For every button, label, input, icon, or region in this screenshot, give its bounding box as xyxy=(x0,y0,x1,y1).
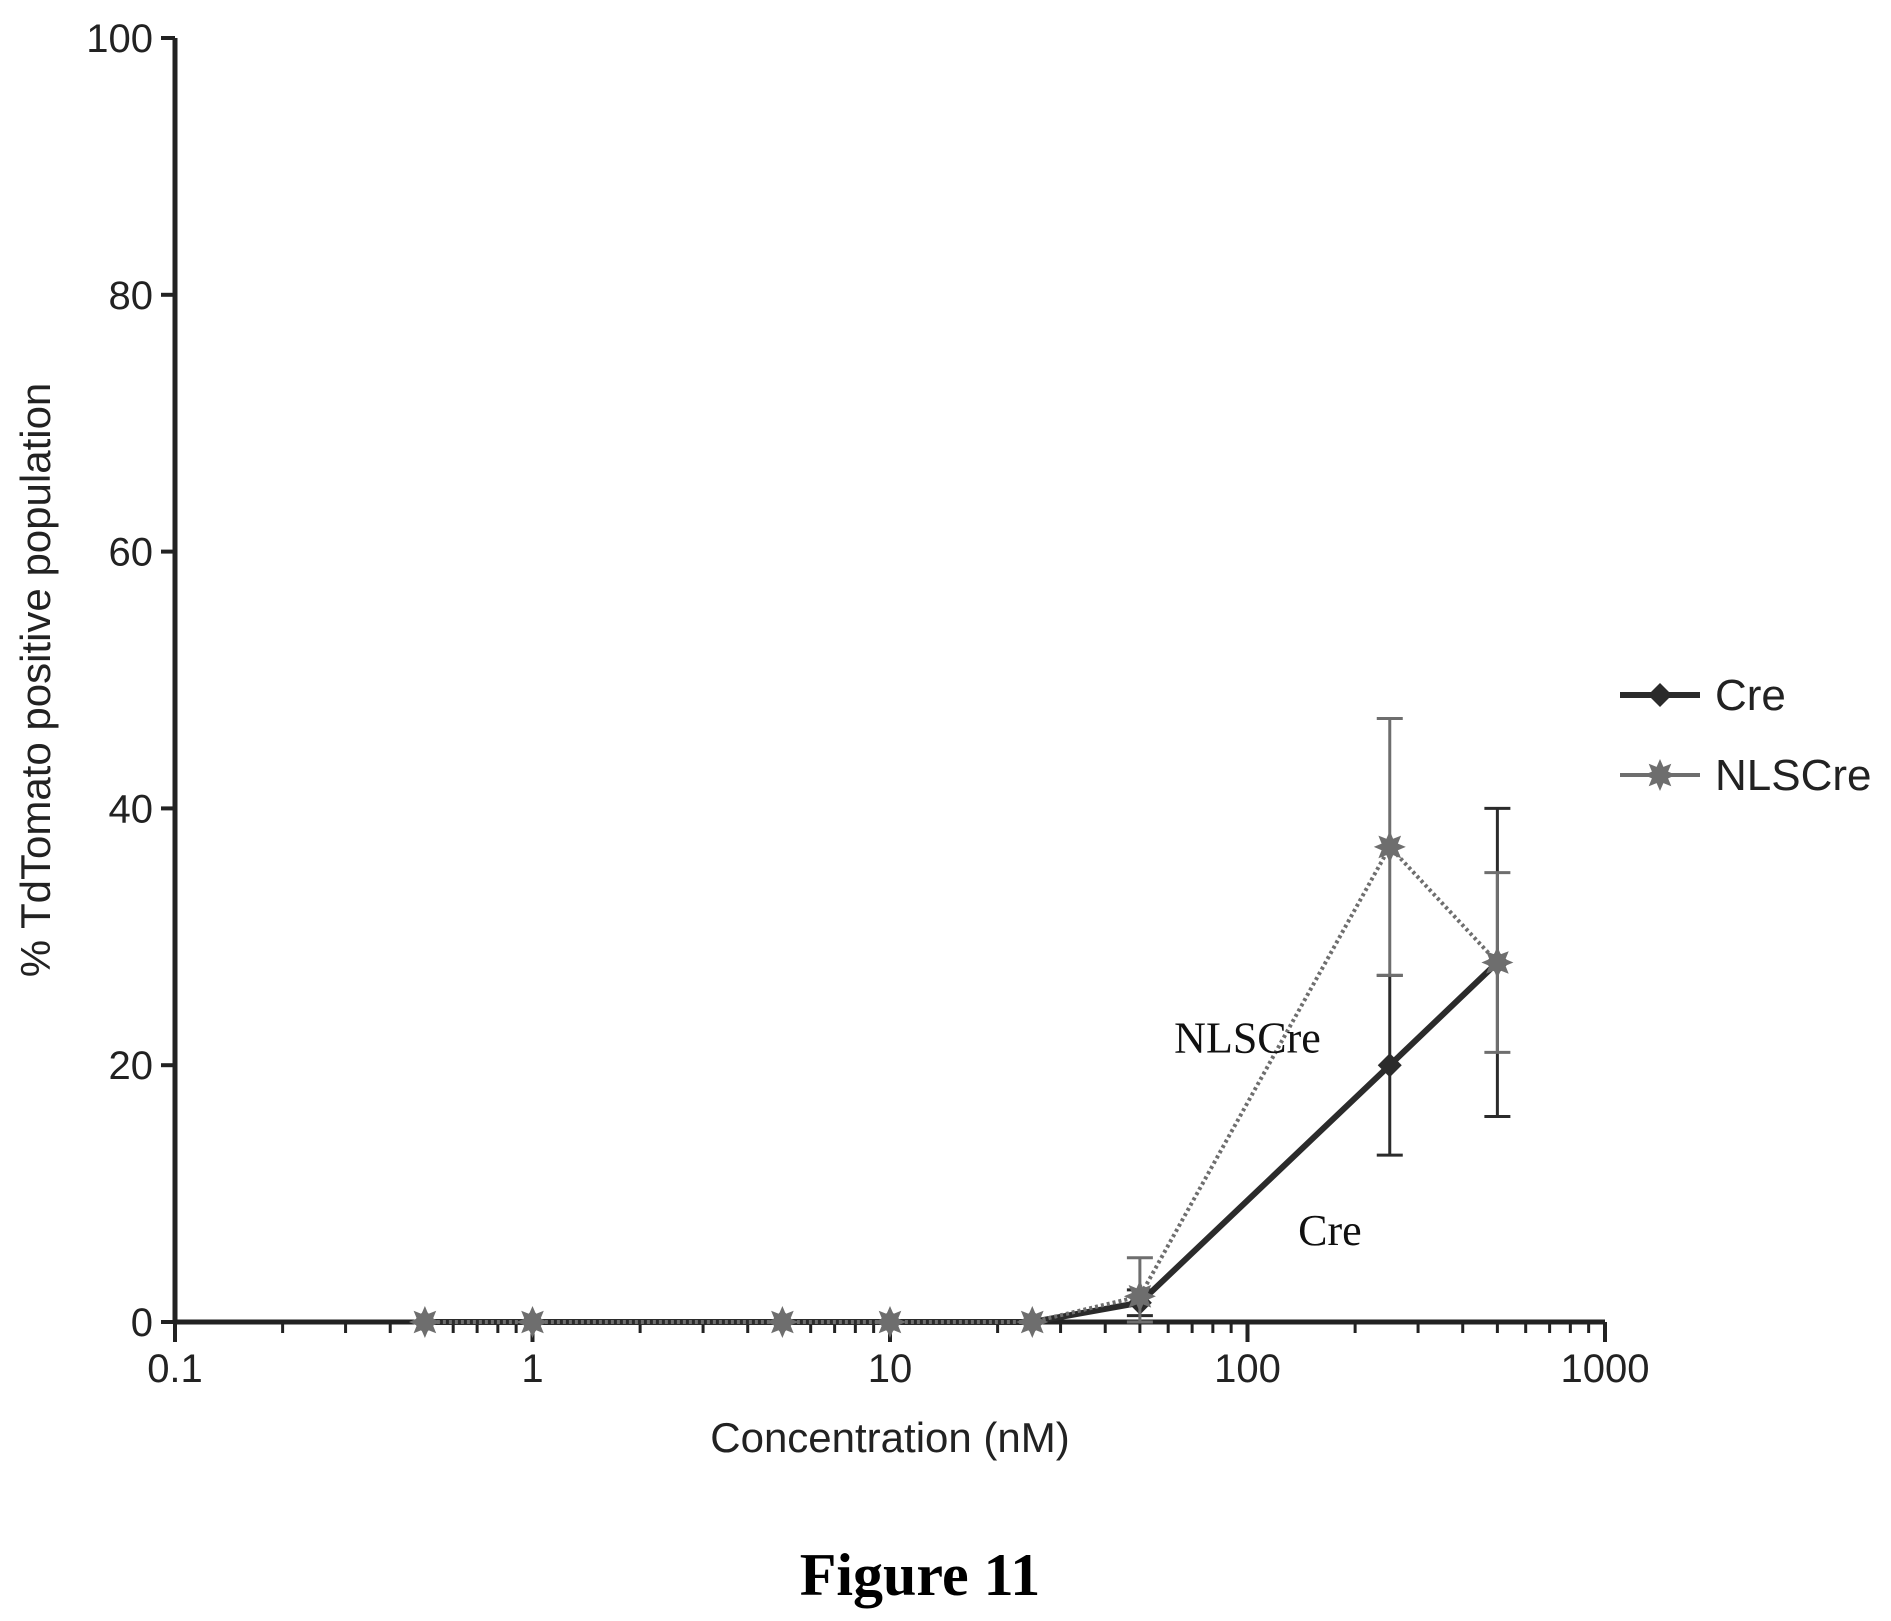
figure-caption: Figure 11 xyxy=(800,1542,1041,1608)
x-tick-label: 0.1 xyxy=(147,1347,203,1391)
x-tick-label: 100 xyxy=(1214,1347,1281,1391)
y-tick-label: 100 xyxy=(86,17,153,61)
series-layer xyxy=(408,717,1514,1338)
legend: Cre NLSCre xyxy=(1620,671,1872,800)
legend-label: Cre xyxy=(1715,671,1786,720)
data-point xyxy=(1373,830,1406,863)
data-point xyxy=(516,1306,549,1338)
x-tick-label: 1000 xyxy=(1561,1347,1650,1391)
data-point xyxy=(1016,1306,1049,1338)
legend-marker xyxy=(1644,759,1676,791)
series-nlscre xyxy=(408,717,1514,1338)
series-line xyxy=(424,843,1499,1324)
data-point xyxy=(1123,1280,1156,1313)
y-tick-label: 0 xyxy=(131,1301,153,1345)
y-axis-label: % TdTomato positive population xyxy=(12,383,59,978)
x-tick-label: 1 xyxy=(521,1347,543,1391)
x-axis-label: Concentration (nM) xyxy=(710,1414,1069,1461)
axes: 0 20 40 60 80 100 0.1 1 10 100 1000 xyxy=(86,17,1649,1391)
data-point xyxy=(1377,1053,1402,1078)
annotation-cre: Cre xyxy=(1298,1206,1362,1255)
legend-item-cre: Cre xyxy=(1620,671,1786,720)
annotation-nlscre: NLSCre xyxy=(1174,1013,1321,1062)
y-tick-label: 20 xyxy=(109,1044,154,1088)
y-tick-label: 60 xyxy=(109,531,154,575)
legend-label: NLSCre xyxy=(1715,751,1872,800)
data-point xyxy=(766,1306,799,1338)
legend-item-nlscre: NLSCre xyxy=(1620,751,1872,800)
y-tick-label: 40 xyxy=(109,787,154,831)
y-tick-label: 80 xyxy=(109,274,154,318)
data-point xyxy=(874,1306,906,1338)
x-tick-label: 10 xyxy=(868,1347,913,1391)
data-point xyxy=(408,1306,441,1338)
series-cre xyxy=(412,806,1511,1334)
series-line xyxy=(424,960,1500,1325)
data-point xyxy=(1481,946,1514,979)
legend-marker xyxy=(1648,683,1672,707)
